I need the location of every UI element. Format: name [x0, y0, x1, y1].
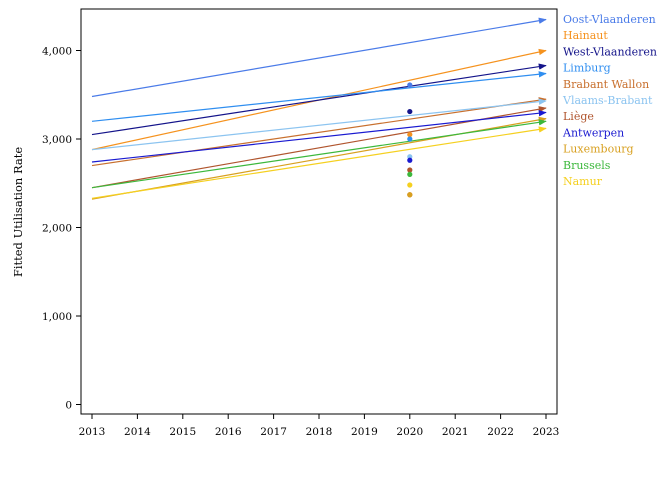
legend-entry: Brussels: [563, 159, 611, 172]
x-tick-label: 2013: [79, 426, 106, 438]
series-point: [407, 157, 413, 163]
y-tick-label: 3,000: [42, 134, 72, 146]
series-points: [407, 82, 413, 198]
series-line: [91, 97, 547, 167]
series-line: [91, 98, 547, 151]
legend-entry: Oost-Vlaanderen: [563, 13, 656, 26]
plot-frame: [80, 8, 558, 415]
series-point: [407, 108, 413, 115]
legend-entry: Vlaams-Brabant: [562, 94, 653, 107]
series-point: [407, 167, 413, 173]
legend-entry: Brabant Wallon: [563, 78, 649, 91]
x-tick-label: 2019: [351, 426, 378, 438]
plot-area: [80, 8, 558, 415]
axes: 2013 2014 2015 2016 2017 2018 2019 2020 2021 2022…: [42, 46, 559, 439]
series-line: [91, 119, 547, 189]
x-tick-label: 2021: [442, 426, 469, 438]
x-tick-label: 2018: [306, 426, 333, 438]
x-tick-label: 2014: [124, 426, 151, 438]
series-point: [407, 82, 413, 88]
series-point: [407, 136, 413, 142]
legend-entry: Hainaut: [563, 29, 608, 42]
y-tick-label: 0: [65, 400, 72, 412]
y-tick-label: 2,000: [42, 223, 72, 235]
legend-entry: Liège: [563, 110, 594, 123]
legend-entry: West-Vlaanderen: [563, 45, 657, 58]
series-line: [91, 63, 547, 136]
x-tick-label: 2017: [260, 426, 287, 438]
series-line: [91, 110, 547, 163]
x-tick-label: 2015: [169, 426, 196, 438]
series-line: [91, 17, 547, 98]
x-tick-label: 2016: [215, 426, 242, 438]
y-tick-label: 4,000: [42, 46, 72, 58]
x-tick-label: 2022: [487, 426, 514, 438]
series-point: [407, 171, 413, 177]
x-tick-label: 2020: [396, 426, 423, 438]
legend-entry: Luxembourg: [563, 143, 634, 156]
series-point: [407, 182, 413, 188]
series-line: [91, 71, 547, 122]
x-tick-label: 2023: [533, 426, 560, 438]
legend-entry: Namur: [563, 175, 603, 188]
series-line: [91, 126, 547, 199]
legend: Oost-Vlaanderen Hainaut West-Vlaanderen Lim…: [562, 13, 657, 188]
legend-entry: Antwerpen: [562, 126, 624, 139]
series-lines: [91, 17, 547, 200]
legend-entry: Limburg: [563, 62, 611, 75]
series-point: [407, 131, 413, 138]
y-axis-title: Fitted Utilisation Rate: [11, 147, 25, 278]
y-tick-label: 1,000: [42, 311, 72, 323]
series-point: [407, 192, 413, 198]
